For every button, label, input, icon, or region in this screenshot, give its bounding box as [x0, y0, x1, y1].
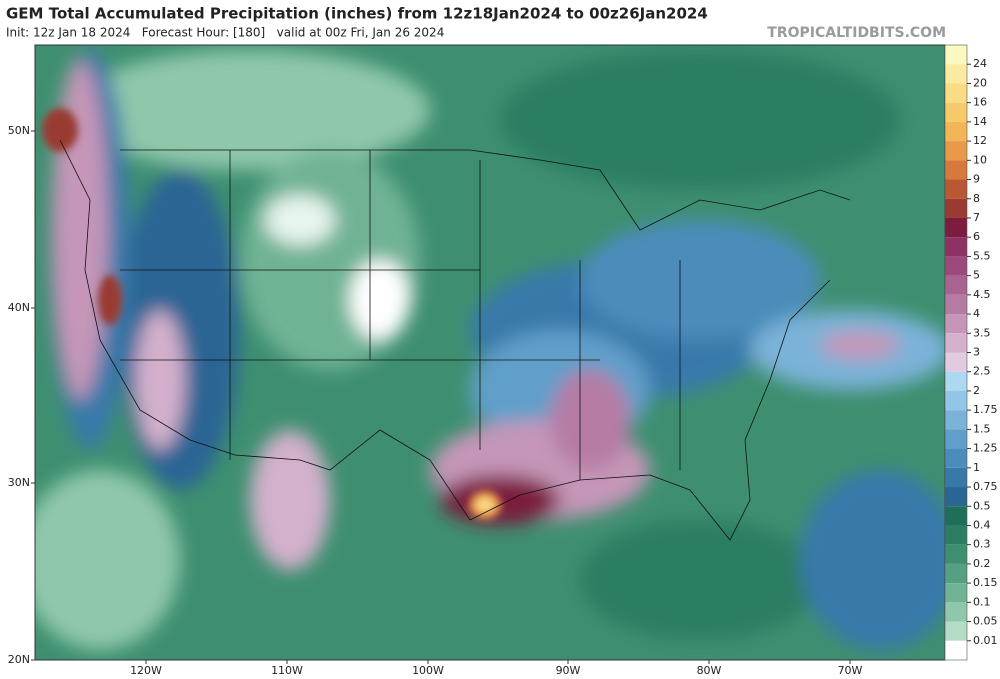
- colorbar-label: 1.25: [973, 442, 998, 455]
- lat-label: 30N: [8, 476, 30, 489]
- lon-label: 70W: [838, 664, 863, 677]
- colorbar-swatch: [945, 102, 967, 122]
- colorbar-label: 0.3: [973, 538, 991, 551]
- colorbar-swatch: [945, 352, 967, 372]
- colorbar-swatch: [945, 45, 967, 65]
- colorbar-label: 2: [973, 384, 980, 397]
- colorbar-swatch: [945, 544, 967, 564]
- brand: TROPICALTIDBITS.COM: [767, 25, 946, 41]
- colorbar-swatch: [945, 217, 967, 238]
- lon-label: 80W: [697, 664, 722, 677]
- lat-label: 20N: [8, 653, 30, 666]
- colorbar-label: 6: [973, 230, 980, 243]
- axes: 50N 40N 30N 20N 120W 110W 100W 90W 80W 70W: [8, 124, 863, 677]
- colorbar-label: 1.75: [973, 403, 998, 416]
- colorbar-label: 4.5: [973, 288, 991, 301]
- colorbar-swatch: [945, 506, 967, 526]
- colorbar-label: 5: [973, 269, 980, 282]
- colorbar-swatch: [945, 64, 967, 84]
- colorbar-swatch: [945, 487, 967, 507]
- title: GEM Total Accumulated Precipitation (inc…: [6, 5, 708, 23]
- lon-label: 110W: [271, 664, 303, 677]
- precip-field: [35, 45, 945, 660]
- lat-label: 40N: [8, 301, 30, 314]
- colorbar-label: 14: [973, 115, 987, 128]
- colorbar-label: 0.05: [973, 615, 998, 628]
- colorbar-label: 0.15: [973, 576, 998, 589]
- colorbar-label: 0.01: [973, 634, 998, 647]
- colorbar-swatch: [945, 467, 967, 488]
- colorbar-label: 0.1: [973, 595, 991, 608]
- colorbar-swatch: [945, 410, 967, 430]
- lon-label: 90W: [556, 664, 581, 677]
- lon-label: 120W: [130, 664, 162, 677]
- boundaries: [59, 139, 851, 541]
- colorbar-label: 1: [973, 461, 980, 474]
- colorbar-swatch: [945, 294, 967, 315]
- colorbar-swatch: [945, 448, 967, 468]
- colorbar-label: 16: [973, 96, 987, 109]
- colorbar-swatch: [945, 621, 967, 641]
- colorbar-swatch: [945, 83, 967, 103]
- colorbar-label: 4: [973, 307, 980, 320]
- colorbar-label: 1.5: [973, 422, 991, 435]
- colorbar-swatch: [945, 237, 967, 257]
- colorbar-label: 5.5: [973, 249, 991, 262]
- colorbar-swatch: [945, 333, 967, 353]
- colorbar-swatch: [945, 314, 967, 334]
- colorbar-swatch: [945, 256, 967, 276]
- colorbar-label: 0.75: [973, 480, 998, 493]
- colorbar-label: 0.4: [973, 518, 991, 531]
- colorbar-label: 3: [973, 346, 980, 359]
- colorbar-swatch: [945, 160, 967, 180]
- colorbar-label: 2.5: [973, 365, 991, 378]
- colorbar-swatch: [945, 429, 967, 449]
- colorbar-swatch: [945, 275, 967, 295]
- colorbar-swatch: [945, 198, 967, 218]
- lon-label: 100W: [412, 664, 444, 677]
- colorbar-swatch: [945, 602, 967, 622]
- colorbar-label: 10: [973, 153, 987, 166]
- colorbar-label: 0.2: [973, 557, 991, 570]
- colorbar-label: 9: [973, 173, 980, 186]
- colorbar-swatch: [945, 525, 967, 545]
- colorbar-swatch: [945, 640, 967, 660]
- colorbar-swatch: [945, 141, 967, 161]
- colorbar-label: 8: [973, 192, 980, 205]
- colorbar-label: 20: [973, 76, 987, 89]
- colorbar-label: 24: [973, 57, 987, 70]
- colorbar-swatch: [945, 390, 967, 411]
- subtitle: Init: 12z Jan 18 2024 Forecast Hour: [18…: [6, 26, 444, 40]
- lat-label: 50N: [8, 124, 30, 137]
- colorbar-label: 12: [973, 134, 987, 147]
- colorbar-swatch: [945, 371, 967, 391]
- colorbar-swatch: [945, 179, 967, 199]
- colorbar-label: 3.5: [973, 326, 991, 339]
- colorbar-swatch: [945, 121, 967, 142]
- colorbar-label: 0.5: [973, 499, 991, 512]
- colorbar-swatch: [945, 563, 967, 584]
- colorbar-label: 7: [973, 211, 980, 224]
- colorbar: 24 20 16 14 12 10 9 8 7 6 5.5 5 4.5 4 3.5 3 2.5 2 1.75 1.5 1…: [944, 44, 998, 661]
- colorbar-swatch: [945, 583, 967, 603]
